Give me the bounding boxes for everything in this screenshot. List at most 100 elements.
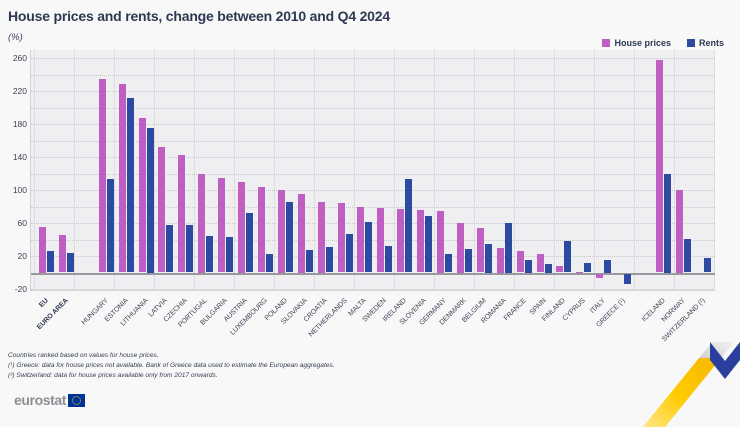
rents-bar-czechia [186,224,194,273]
gridline [31,157,715,158]
house-prices-bar-cyprus [576,271,584,273]
rents-bar-croatia [325,246,333,273]
house-prices-bar-czechia [178,155,186,273]
y-tick-label: -20 [14,284,27,294]
gridline [31,58,715,59]
house-prices-bar-iceland [655,60,663,273]
gridline [31,289,715,290]
rents-bar-france [524,260,532,273]
house-prices-bar-belgium [476,227,484,273]
house-prices-swatch-icon [602,39,611,47]
rents-bar-cyprus [584,263,592,273]
rents-bar-greece [624,273,632,285]
footnote-greece: (¹) Greece: data for house prices not av… [8,362,335,369]
rents-bar-slovakia [305,250,313,273]
house-prices-bar-malta [357,207,365,273]
chart-unit-label: (%) [8,32,23,43]
rents-bar-spain [544,264,552,273]
gridline [31,190,715,191]
rents-bar-lithuania [146,128,154,273]
y-tick-label: 220 [12,86,27,96]
y-tick-label: 60 [17,218,27,228]
plot-area [30,50,715,291]
eurostat-logo-text: eurostat [14,392,67,408]
legend-label-house-prices: House prices [614,38,671,48]
rents-bar-netherlands [345,233,353,273]
house-prices-bar-latvia [158,147,166,273]
rents-bar-latvia [166,224,174,273]
house-prices-bar-denmark [456,223,464,273]
footnotes: Countries ranked based on values for hou… [8,351,335,381]
gridline [31,256,715,257]
house-prices-bar-portugal [198,173,206,273]
gridline [31,91,715,92]
rents-swatch-icon [686,39,695,47]
house-prices-bar-euro-area [58,234,66,273]
y-tick-label: 180 [12,119,27,129]
house-prices-bar-norway [675,190,683,273]
house-prices-bar-luxembourg [257,186,265,273]
rents-bar-italy [604,260,612,273]
legend-item-house-prices: House prices [602,38,671,48]
zero-axis-line [31,272,715,275]
rents-bar-hungary [106,179,114,273]
eu-flag-icon [68,393,86,407]
rents-bar-finland [564,241,572,273]
footnote-switzerland: (²) Switzerland: data for house prices a… [8,372,218,379]
legend-label-rents: Rents [698,38,724,48]
rents-bar-germany [445,253,452,273]
house-prices-bar-croatia [317,202,325,273]
house-prices-bar-austria [238,181,245,273]
gridline [31,206,715,208]
gridline [31,173,715,175]
house-prices-bar-slovakia [297,194,305,273]
house-prices-bar-romania [496,247,504,273]
legend: House prices Rents [602,38,724,48]
y-tick-label: 260 [12,53,27,63]
rents-bar-euro-area [66,252,74,273]
house-prices-bar-spain [536,254,544,273]
house-prices-bar-ireland [397,208,405,273]
rents-bar-luxembourg [265,254,273,273]
eurostat-ribbon-graphic [643,342,740,427]
house-prices-bar-eu [39,227,46,273]
gridline [31,140,715,142]
rents-bar-switzerland [703,258,711,273]
rents-bar-poland [285,201,293,273]
house-prices-bar-italy [596,273,604,278]
house-prices-bar-bulgaria [218,178,226,273]
house-prices-bar-slovenia [417,209,425,273]
house-prices-bar-hungary [98,79,106,273]
rents-bar-belgium [484,243,492,273]
house-prices-bar-finland [556,265,564,273]
rents-bar-portugal [206,236,214,273]
house-prices-bar-lithuania [138,118,146,273]
house-prices-bar-estonia [118,84,126,273]
rents-bar-estonia [126,97,134,273]
gridline [31,124,715,125]
y-tick-label: 140 [12,152,27,162]
rents-bar-austria [246,213,253,273]
rents-bar-romania [504,223,512,273]
rents-bar-norway [683,238,691,273]
gridline [31,74,715,76]
chart-title: House prices and rents, change between 2… [8,8,390,24]
y-tick-label: 20 [17,251,27,261]
footnote-ranking: Countries ranked based on values for hou… [8,352,159,359]
gridline [31,223,715,224]
rents-bar-ireland [405,179,413,273]
house-prices-bar-sweden [377,208,385,273]
rents-bar-iceland [663,173,671,273]
y-tick-label: 100 [12,185,27,195]
rents-bar-bulgaria [226,237,234,273]
house-prices-bar-netherlands [337,203,345,273]
eurostat-logo: eurostat [14,392,86,408]
house-prices-bar-poland [277,190,285,273]
gridline [31,239,715,241]
rents-bar-slovenia [425,216,433,273]
rents-bar-denmark [464,249,472,273]
legend-item-rents: Rents [686,38,724,48]
gridline [31,107,715,109]
rents-bar-eu [47,251,54,273]
house-prices-bar-germany [437,210,444,273]
